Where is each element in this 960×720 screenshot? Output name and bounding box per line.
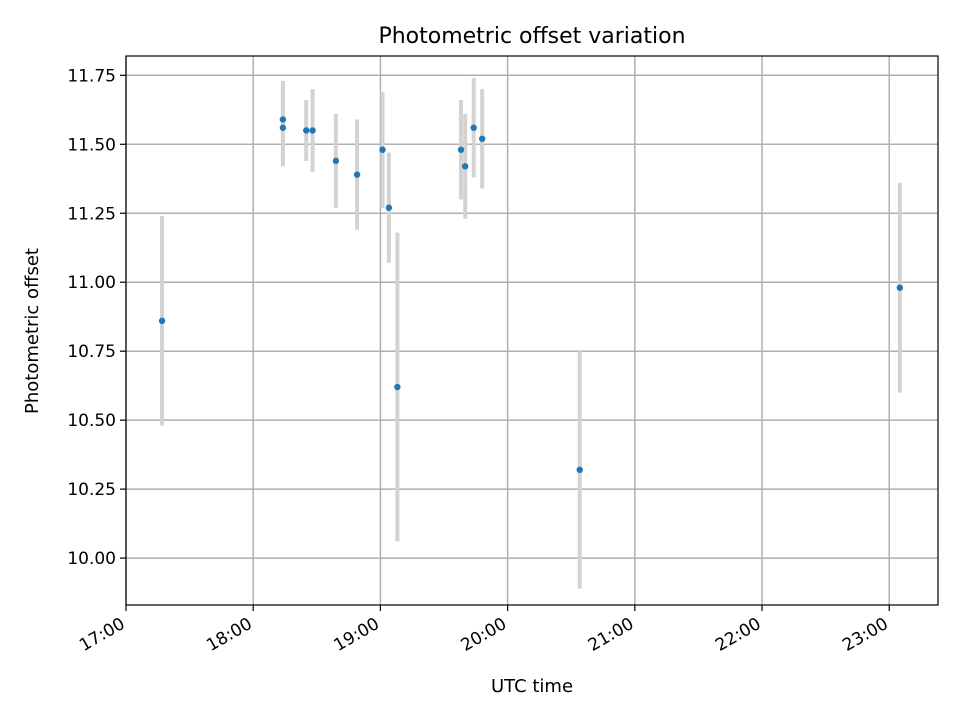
data-point <box>896 284 904 291</box>
y-tick-label: 10.75 <box>67 342 116 362</box>
y-axis-label: Photometric offset <box>22 248 43 414</box>
y-tick-label: 11.00 <box>67 273 116 293</box>
data-point <box>332 157 340 165</box>
y-axis-ticks: 10.00 10.25 10.50 10.75 11.00 11.25 11.50 11.75 <box>67 66 126 569</box>
data-point <box>158 317 166 325</box>
plot-frame <box>125 55 939 606</box>
y-tick-label: 10.00 <box>67 549 116 569</box>
y-tick-label: 11.50 <box>67 135 116 155</box>
y-tick-label: 10.50 <box>67 411 116 431</box>
data-point <box>394 383 401 391</box>
data-point <box>457 146 465 153</box>
y-tick-label: 10.25 <box>67 480 116 500</box>
data-point <box>385 204 393 211</box>
data-points <box>158 116 904 474</box>
y-tick-label: 11.75 <box>67 66 116 86</box>
data-point <box>303 127 310 134</box>
x-axis-label: UTC time <box>491 676 573 697</box>
data-point <box>462 163 469 170</box>
data-point <box>279 116 287 123</box>
data-point <box>379 146 386 153</box>
data-point <box>353 171 361 178</box>
grid <box>125 56 938 605</box>
data-point <box>309 127 316 134</box>
y-tick-label: 11.25 <box>67 204 116 224</box>
data-point <box>470 124 477 131</box>
chart-title: Photometric offset variation <box>378 24 685 49</box>
data-point <box>478 135 486 142</box>
data-point <box>576 466 583 474</box>
data-point <box>279 124 287 131</box>
